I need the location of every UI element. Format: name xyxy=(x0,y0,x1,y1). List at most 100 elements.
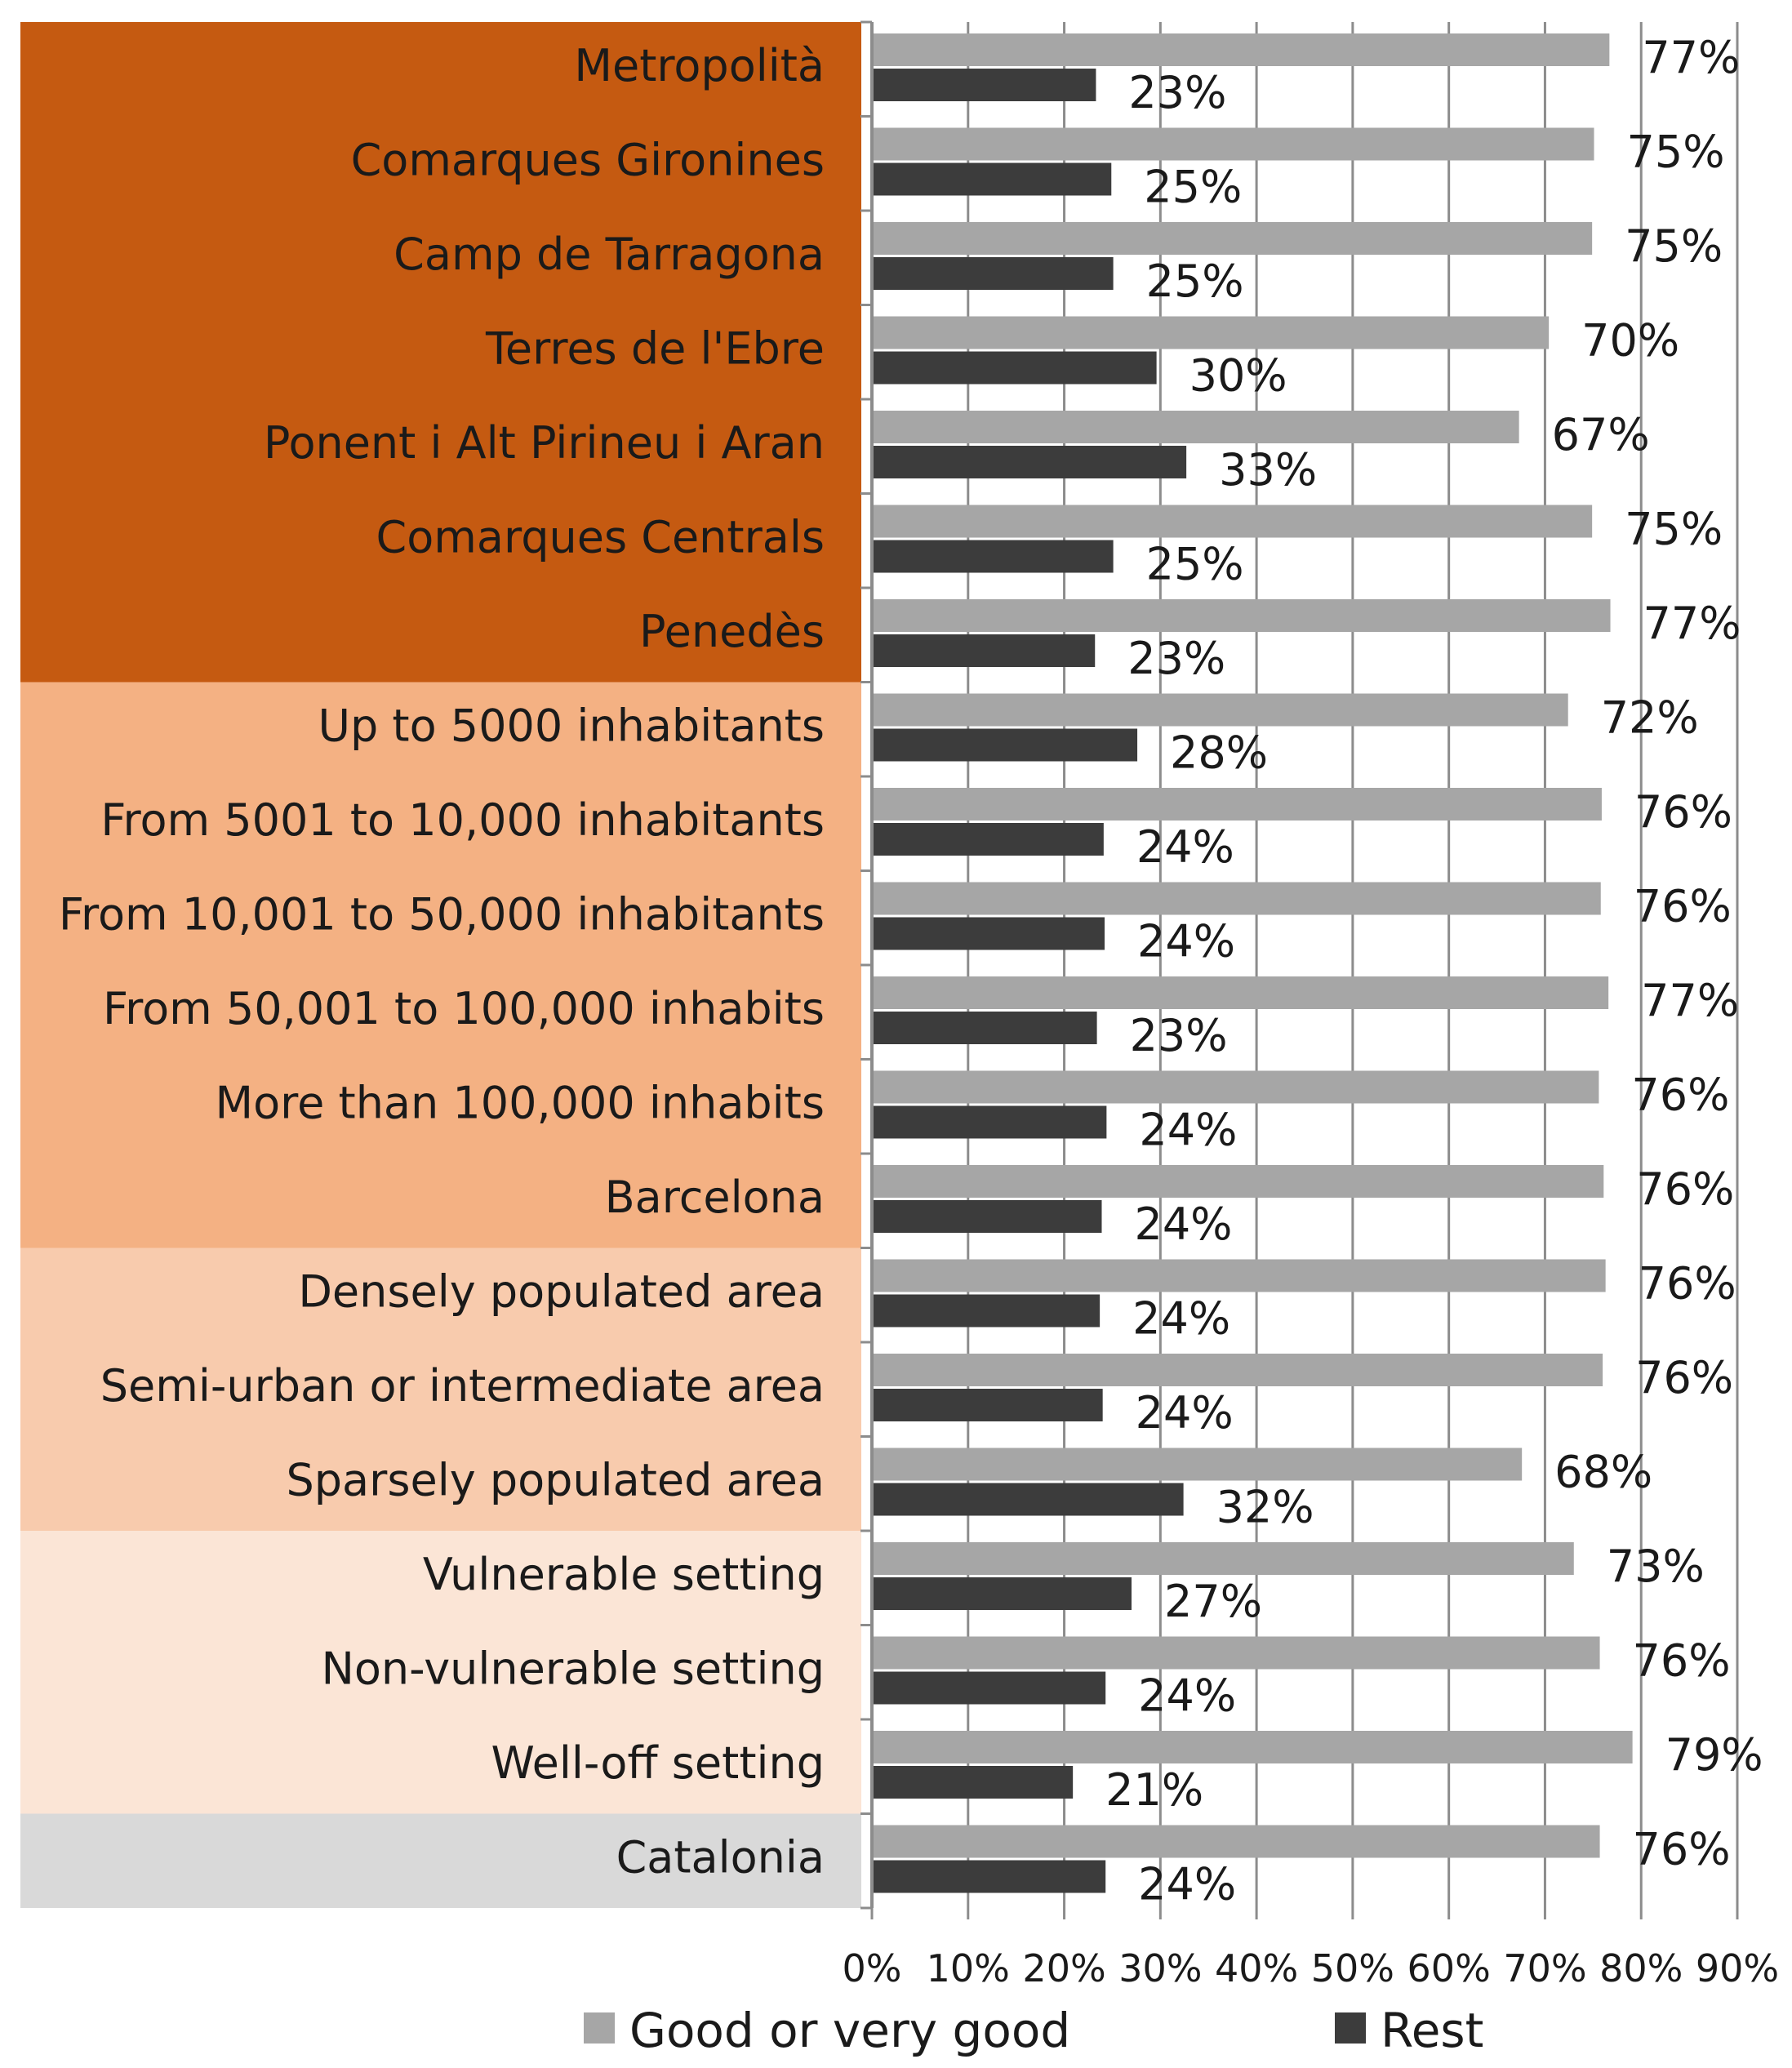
category-label-well-off-setting: Well-off setting xyxy=(491,1737,825,1789)
category-label-from-5001-to-10-000-inhabitants: From 5001 to 10,000 inhabitants xyxy=(100,794,825,846)
x-tick-label: 50% xyxy=(1311,1946,1394,1990)
bar-good-sparsely-populated-area xyxy=(872,1448,1523,1481)
value-label-good: 76% xyxy=(1633,1635,1731,1687)
x-tick-label: 20% xyxy=(1022,1946,1105,1990)
value-label-good: 75% xyxy=(1626,127,1724,178)
value-label-good: 73% xyxy=(1607,1541,1705,1592)
category-label-catalonia: Catalonia xyxy=(616,1832,825,1883)
value-label-good: 76% xyxy=(1636,1163,1734,1215)
value-labels: 77% 23% 75% 25% 75% 25% 70% 30% 67% 33% 75% 25% 77% 2… xyxy=(1105,32,1763,1910)
x-tick-label: 90% xyxy=(1696,1946,1779,1990)
bar-good-metropolit xyxy=(872,33,1610,66)
category-label-terres-de-l-ebre: Terres de l'Ebre xyxy=(485,323,825,375)
bar-rest-barcelona xyxy=(872,1200,1102,1233)
bar-rest-camp-de-tarragona xyxy=(872,257,1114,290)
category-label-more-than-100-000-inhabits: More than 100,000 inhabits xyxy=(215,1078,825,1129)
gridlines xyxy=(967,22,1739,1908)
value-label-rest: 33% xyxy=(1219,444,1317,496)
value-label-rest: 25% xyxy=(1146,256,1244,307)
value-label-good: 77% xyxy=(1642,32,1740,83)
value-label-rest: 27% xyxy=(1164,1576,1262,1627)
category-bands xyxy=(20,22,861,1908)
bar-rest-from-10-001-to-50-000-inhabitants xyxy=(872,917,1105,950)
x-tick-label: 40% xyxy=(1215,1946,1298,1990)
value-label-good: 76% xyxy=(1634,786,1732,838)
bar-rest-from-5001-to-10-000-inhabitants xyxy=(872,823,1104,856)
category-label-metropolit: Metropolità xyxy=(574,40,825,91)
value-label-good: 76% xyxy=(1633,1824,1731,1875)
value-label-good: 76% xyxy=(1635,1352,1733,1403)
bar-rest-non-vulnerable-setting xyxy=(872,1671,1106,1705)
x-tick-label: 80% xyxy=(1599,1946,1683,1990)
value-label-good: 76% xyxy=(1639,1258,1736,1310)
category-label-camp-de-tarragona: Camp de Tarragona xyxy=(394,229,825,280)
bar-rest-well-off-setting xyxy=(872,1766,1074,1799)
category-label-from-50-001-to-100-000-inhabits: From 50,001 to 100,000 inhabits xyxy=(103,983,825,1034)
band-municipality-size xyxy=(20,682,861,1248)
band-regions xyxy=(20,22,861,683)
bar-good-semi-urban-or-intermediate-area xyxy=(872,1354,1603,1386)
category-labels: Metropolità Comarques Gironines Camp de Ta… xyxy=(59,40,825,1883)
value-label-rest: 24% xyxy=(1137,916,1235,967)
value-label-good: 75% xyxy=(1625,504,1723,555)
legend-label-rest: Rest xyxy=(1381,2003,1483,2058)
bar-good-ponent-i-alt-pirineu-i-aran xyxy=(872,411,1519,443)
value-label-rest: 23% xyxy=(1130,1010,1228,1061)
x-tick-label: 60% xyxy=(1407,1946,1491,1990)
bar-rest-densely-populated-area xyxy=(872,1294,1101,1328)
value-label-rest: 24% xyxy=(1138,1859,1236,1910)
bar-good-vulnerable-setting xyxy=(872,1542,1574,1575)
legend-swatch-rest xyxy=(1335,2012,1366,2044)
band-setting xyxy=(20,1531,861,1814)
bar-good-barcelona xyxy=(872,1165,1604,1198)
band-population-density xyxy=(20,1247,861,1531)
value-label-rest: 24% xyxy=(1138,1670,1236,1722)
category-label-pened-s: Penedès xyxy=(639,606,825,657)
value-label-rest: 21% xyxy=(1105,1764,1203,1816)
bar-good-comarques-gironines xyxy=(872,127,1594,161)
value-label-rest: 25% xyxy=(1144,162,1242,213)
value-label-rest: 24% xyxy=(1139,1105,1237,1156)
bar-rest-terres-de-l-ebre xyxy=(872,351,1157,385)
value-label-rest: 24% xyxy=(1136,1387,1234,1439)
bar-good-comarques-centrals xyxy=(872,505,1593,538)
value-label-rest: 23% xyxy=(1127,633,1225,684)
category-label-vulnerable-setting: Vulnerable setting xyxy=(423,1549,825,1600)
value-label-good: 76% xyxy=(1634,881,1732,932)
value-label-rest: 30% xyxy=(1189,350,1287,402)
bar-good-from-10-001-to-50-000-inhabitants xyxy=(872,882,1601,915)
value-label-good: 75% xyxy=(1625,220,1723,272)
bar-good-well-off-setting xyxy=(872,1731,1633,1763)
legend-label-good-or-very-good: Good or very good xyxy=(629,2003,1070,2058)
value-label-good: 77% xyxy=(1641,975,1739,1026)
bar-rest-from-50-001-to-100-000-inhabits xyxy=(872,1012,1097,1044)
bar-good-densely-populated-area xyxy=(872,1259,1606,1292)
x-tick-label: 0% xyxy=(843,1946,902,1990)
bar-rest-more-than-100-000-inhabits xyxy=(872,1105,1107,1139)
category-label-sparsely-populated-area: Sparsely populated area xyxy=(287,1455,825,1506)
bar-good-from-5001-to-10-000-inhabitants xyxy=(872,788,1602,821)
category-label-comarques-centrals: Comarques Centrals xyxy=(376,512,825,563)
bar-good-terres-de-l-ebre xyxy=(872,316,1550,349)
x-tick-label: 10% xyxy=(927,1946,1010,1990)
bar-good-up-to-5000-inhabitants xyxy=(872,693,1568,727)
band-total xyxy=(20,1813,861,1908)
value-label-rest: 24% xyxy=(1132,1293,1230,1345)
category-label-semi-urban-or-intermediate-area: Semi-urban or intermediate area xyxy=(100,1360,825,1412)
value-label-rest: 25% xyxy=(1146,539,1244,590)
bar-rest-sparsely-populated-area xyxy=(872,1483,1184,1516)
bar-good-pened-s xyxy=(872,599,1611,632)
value-label-rest: 24% xyxy=(1134,1199,1232,1250)
bar-rest-pened-s xyxy=(872,634,1096,667)
bar-good-non-vulnerable-setting xyxy=(872,1636,1600,1670)
axes: 0% 10% 20% 30% 40% 50% 60% 70% 80% 90% xyxy=(843,20,1779,1990)
value-label-good: 72% xyxy=(1601,692,1699,744)
bar-rest-semi-urban-or-intermediate-area xyxy=(872,1389,1103,1421)
bar-rest-comarques-centrals xyxy=(872,540,1114,573)
bar-good-more-than-100-000-inhabits xyxy=(872,1070,1599,1104)
value-label-rest: 23% xyxy=(1128,67,1226,118)
value-label-good: 68% xyxy=(1554,1447,1652,1498)
legend: Good or very good Rest xyxy=(584,2003,1483,2058)
